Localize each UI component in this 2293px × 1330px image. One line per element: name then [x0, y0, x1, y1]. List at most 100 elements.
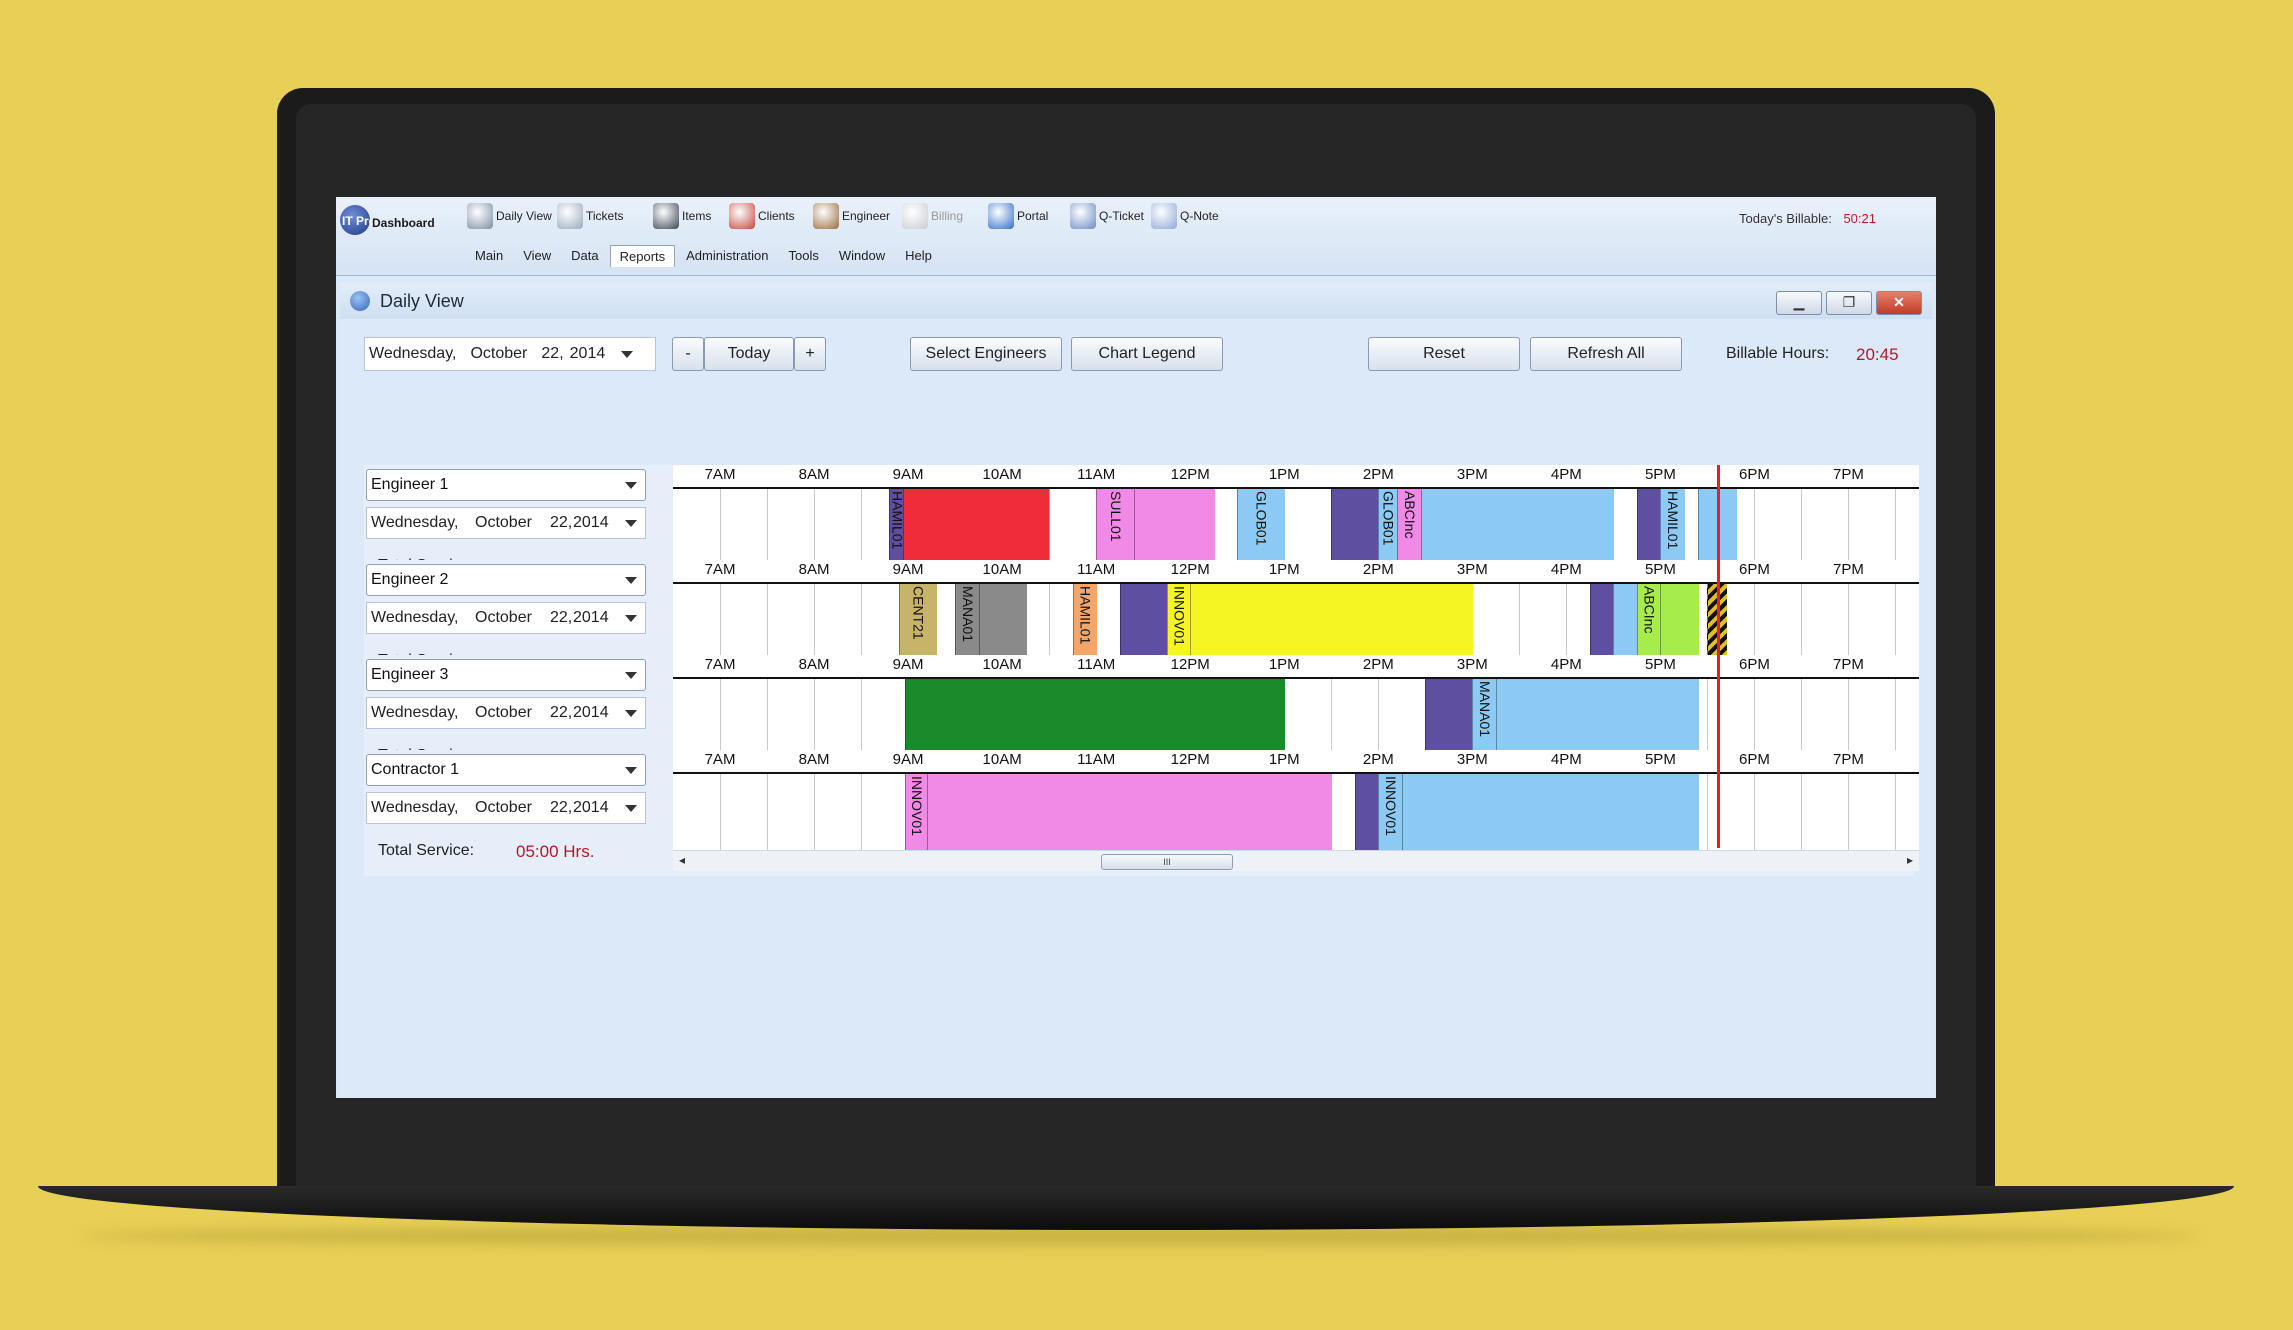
restore-button[interactable]: ❐ [1826, 291, 1872, 315]
timeline-chart: 7AM 8AM 9AM 10AM 11AM 12PM 1PM 2PM 3PM 4PM 5PM 6PM 7… [673, 750, 1919, 876]
ticket-segment[interactable]: GLOB01 [1378, 489, 1399, 565]
ticket-segment[interactable]: HAMIL01 [889, 489, 905, 565]
menu-item-reports[interactable]: Reports [609, 245, 676, 267]
chevron-down-icon[interactable] [621, 350, 634, 358]
ticket-segment[interactable]: INNOV01 [1378, 774, 1403, 850]
ticket-segment[interactable]: HAMIL01 [1072, 584, 1098, 660]
ticket-segment[interactable]: INNOV01 [905, 774, 928, 850]
chevron-down-icon[interactable] [625, 577, 637, 584]
chevron-down-icon[interactable] [625, 482, 637, 489]
ticket-segment[interactable] [1331, 489, 1380, 565]
toolbar-engineer-button[interactable]: Engineer [813, 202, 890, 230]
total-service-label: Total Service: [378, 842, 475, 859]
ticket-segment[interactable] [1354, 774, 1380, 850]
next-day-button[interactable]: + [794, 337, 826, 371]
hour-tick-label: 3PM [1456, 561, 1488, 578]
menu-item-help[interactable]: Help [905, 248, 932, 263]
refresh-all-button[interactable]: Refresh All [1530, 337, 1682, 371]
chart-legend-button[interactable]: Chart Legend [1071, 337, 1223, 371]
ticket-segment[interactable] [1660, 584, 1699, 660]
menu-item-data[interactable]: Data [571, 248, 599, 263]
ticket-segment[interactable]: GLOB01 [1237, 489, 1286, 565]
ticket-segment[interactable] [978, 584, 1027, 660]
ticket-segment[interactable]: SULL01 [1096, 489, 1135, 565]
ticket-segment-label: INNOV01 [909, 776, 926, 836]
ticket-segment-label: HAMIL01 [1665, 491, 1682, 550]
hour-tick-label: 8AM [798, 561, 830, 578]
ticket-segment[interactable] [1420, 489, 1615, 565]
chevron-down-icon[interactable] [625, 615, 637, 622]
timeline-header: 7AM 8AM 9AM 10AM 11AM 12PM 1PM 2PM 3PM 4PM 5PM 6PM 7… [673, 655, 1919, 677]
logo-text-dashboard: Dashboard [372, 216, 435, 230]
toolbar-daily-view-button[interactable]: Daily View [467, 202, 552, 230]
ticket-segment[interactable] [1495, 679, 1699, 755]
date-picker[interactable]: Wednesday, October 22, 2014 [364, 337, 656, 371]
menu-item-window[interactable]: Window [838, 248, 886, 263]
billable-hours-value: 20:45 [1856, 345, 1899, 364]
hour-tick-label: 12PM [1170, 656, 1210, 673]
scroll-thumb[interactable]: III [1101, 854, 1233, 870]
ticket-segment[interactable] [1636, 489, 1662, 565]
toolbar-billing-button[interactable]: Billing [902, 202, 963, 230]
ticket-segment[interactable]: HAMIL01 [1660, 489, 1685, 565]
engineer-date-picker[interactable]: Wednesday, October 22, 2014 [366, 602, 646, 634]
previous-day-button[interactable]: - [672, 337, 704, 371]
ticket-segment[interactable] [1119, 584, 1168, 660]
ticket-segment[interactable] [1190, 584, 1474, 660]
toolbar-q-note-button[interactable]: Q-Note [1151, 202, 1219, 230]
ticket-segment[interactable]: MANA01 [955, 584, 980, 660]
half-hour-gridline [814, 584, 816, 660]
ticket-segment[interactable] [1425, 679, 1474, 755]
toolbar-q-ticket-button[interactable]: Q-Ticket [1070, 202, 1144, 230]
chevron-down-icon[interactable] [625, 805, 637, 812]
chevron-down-icon[interactable] [625, 767, 637, 774]
menu-item-tools[interactable]: Tools [788, 248, 819, 263]
date-day: 22, [550, 799, 573, 816]
scroll-left-icon[interactable]: ◂ [679, 853, 686, 867]
toolbar-portal-button[interactable]: Portal [988, 202, 1048, 230]
scroll-right-icon[interactable]: ▸ [1906, 853, 1913, 867]
chevron-down-icon[interactable] [625, 710, 637, 717]
chevron-down-icon[interactable] [625, 672, 637, 679]
date-weekday: Wednesday, [369, 345, 457, 362]
ticket-segment[interactable] [1613, 584, 1638, 660]
hour-tick-label: 3PM [1456, 751, 1488, 768]
menu-item-view[interactable]: View [523, 248, 552, 263]
engineer-select[interactable]: Engineer 2 [366, 564, 646, 596]
ticket-segment[interactable]: INNOV01 [1166, 584, 1192, 660]
hour-tick-label: 2PM [1362, 656, 1394, 673]
half-hour-gridline [1754, 774, 1756, 850]
select-engineers-button[interactable]: Select Engineers [910, 337, 1062, 371]
ticket-segment[interactable] [926, 774, 1333, 850]
hour-tick-label: 12PM [1170, 751, 1210, 768]
engineer-date-picker[interactable]: Wednesday, October 22, 2014 [366, 507, 646, 539]
ticket-segment[interactable]: MANA01 [1472, 679, 1497, 755]
timeline-header: 7AM 8AM 9AM 10AM 11AM 12PM 1PM 2PM 3PM 4PM 5PM 6PM 7… [673, 750, 1919, 772]
ticket-segment[interactable]: CENT21 [898, 584, 938, 660]
toolbar-clients-button[interactable]: Clients [729, 202, 795, 230]
engineer-date-picker[interactable]: Wednesday, October 22, 2014 [366, 792, 646, 824]
ticket-segment[interactable]: ABCInc [1397, 489, 1422, 565]
engineer-select[interactable]: Engineer 3 [366, 659, 646, 691]
horizontal-scrollbar[interactable]: ◂ III ▸ [673, 850, 1919, 871]
ticket-segment[interactable] [1589, 584, 1615, 660]
reset-button[interactable]: Reset [1368, 337, 1520, 371]
toolbar-tickets-button[interactable]: Tickets [557, 202, 624, 230]
ticket-segment[interactable] [1401, 774, 1699, 850]
hour-tick-label: 6PM [1739, 561, 1770, 578]
ticket-segment[interactable] [1133, 489, 1215, 565]
ticket-segment[interactable] [905, 679, 1286, 755]
ticket-segment[interactable] [1049, 489, 1060, 565]
menu-item-main[interactable]: Main [475, 248, 504, 263]
today-button[interactable]: Today [704, 337, 794, 371]
engineer-date-picker[interactable]: Wednesday, October 22, 2014 [366, 697, 646, 729]
toolbar-items-button[interactable]: Items [653, 202, 711, 230]
ticket-segment[interactable]: ABCInc [1636, 584, 1662, 660]
minimize-button[interactable]: ▁ [1776, 291, 1822, 315]
close-button[interactable]: ✕ [1876, 291, 1922, 315]
engineer-select[interactable]: Contractor 1 [366, 754, 646, 786]
ticket-segment[interactable] [903, 489, 1051, 565]
chevron-down-icon[interactable] [625, 520, 637, 527]
engineer-select[interactable]: Engineer 1 [366, 469, 646, 501]
menu-item-administration[interactable]: Administration [686, 248, 769, 263]
